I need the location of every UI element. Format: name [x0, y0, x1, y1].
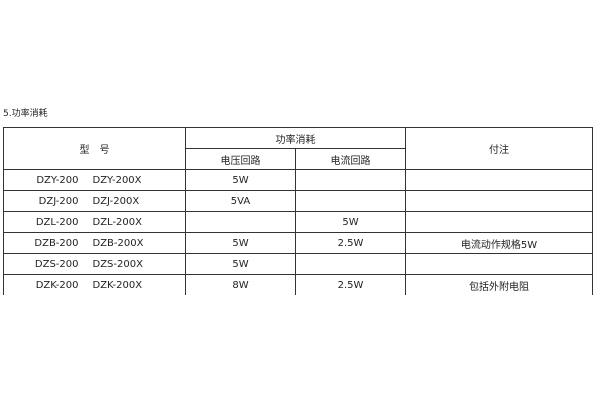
current-cell — [295, 253, 406, 275]
power-consumption-table: 型 号 功率消耗 付注 电压回路 电流回路 DZY-200 DZY-200X 5W… — [3, 127, 593, 295]
model-cell: DZK-200 DZK-200X — [3, 274, 186, 295]
table-row: DZK-200 DZK-200X 8W 2.5W 包括外附电阻 — [3, 274, 593, 295]
note-cell: 包括外附电阻 — [405, 274, 593, 295]
header-note: 付注 — [405, 127, 593, 170]
model-cell: DZS-200 DZS-200X — [3, 253, 186, 275]
table-row: DZJ-200 DZJ-200X 5VA — [3, 190, 593, 212]
model-b: DZJ-200X — [92, 195, 140, 207]
model-a: DZS-200 — [34, 258, 79, 270]
model-a: DZJ-200 — [38, 195, 79, 207]
header-current: 电流回路 — [295, 148, 406, 170]
current-cell: 2.5W — [295, 232, 406, 254]
model-a: DZY-200 — [36, 174, 79, 186]
current-cell: 5W — [295, 211, 406, 233]
current-cell — [295, 169, 406, 191]
table-row: DZL-200 DZL-200X 5W — [3, 211, 593, 233]
note-cell — [405, 169, 593, 191]
model-cell: DZY-200 DZY-200X — [3, 169, 186, 191]
model-b: DZB-200X — [92, 237, 144, 249]
voltage-cell: 5W — [185, 253, 296, 275]
model-cell: DZL-200 DZL-200X — [3, 211, 186, 233]
table-row: DZB-200 DZB-200X 5W 2.5W 电流动作规格5W — [3, 232, 593, 254]
model-b: DZL-200X — [92, 216, 143, 228]
header-power: 功率消耗 — [185, 127, 406, 149]
model-b: DZY-200X — [92, 174, 142, 186]
model-cell: DZJ-200 DZJ-200X — [3, 190, 186, 212]
model-a: DZL-200 — [35, 216, 79, 228]
note-cell — [405, 190, 593, 212]
current-cell — [295, 190, 406, 212]
header-voltage: 电压回路 — [185, 148, 296, 170]
voltage-cell: 5VA — [185, 190, 296, 212]
voltage-cell — [185, 211, 296, 233]
subheader-row: 电压回路 电流回路 — [4, 148, 593, 170]
voltage-cell: 8W — [185, 274, 296, 295]
model-cell: DZB-200 DZB-200X — [3, 232, 186, 254]
voltage-cell: 5W — [185, 232, 296, 254]
note-cell — [405, 253, 593, 275]
table-row: DZY-200 DZY-200X 5W — [3, 169, 593, 191]
model-b: DZS-200X — [92, 258, 143, 270]
table-row: DZS-200 DZS-200X 5W — [3, 253, 593, 275]
model-b: DZK-200X — [92, 279, 143, 291]
model-a: DZK-200 — [35, 279, 79, 291]
header-row: 型 号 功率消耗 付注 — [3, 127, 593, 170]
current-cell: 2.5W — [295, 274, 406, 295]
header-model: 型 号 — [3, 127, 186, 170]
note-cell: 电流动作规格5W — [405, 232, 593, 254]
model-a: DZB-200 — [34, 237, 79, 249]
note-cell — [405, 211, 593, 233]
voltage-cell: 5W — [185, 169, 296, 191]
section-title: 5.功率消耗 — [3, 109, 48, 119]
